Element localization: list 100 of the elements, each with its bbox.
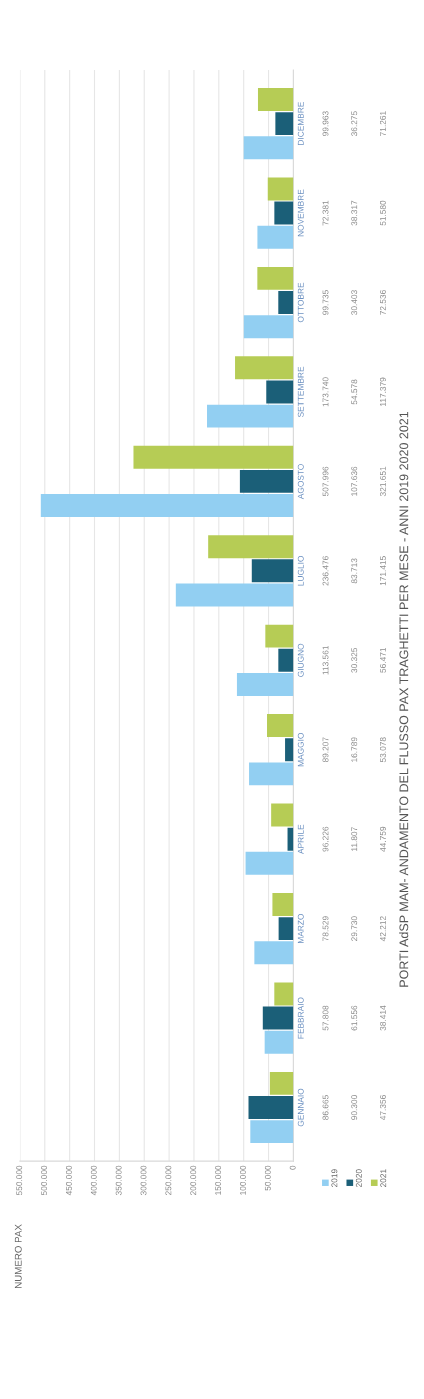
bar bbox=[262, 1006, 294, 1030]
data-label: 38.414 bbox=[379, 1005, 386, 1031]
bar bbox=[264, 1030, 294, 1054]
data-label: 83.713 bbox=[351, 558, 358, 584]
data-label: 78.529 bbox=[322, 916, 329, 941]
y-tick-label: NOVEMBRE bbox=[297, 189, 304, 237]
bar bbox=[254, 941, 294, 965]
y-tick-label: GIUGNO bbox=[297, 643, 304, 677]
bar bbox=[207, 404, 294, 428]
text: NUMERO PAX bbox=[14, 1224, 22, 1288]
bar bbox=[278, 917, 294, 941]
data-label: 72.381 bbox=[322, 200, 329, 226]
bar bbox=[248, 1096, 294, 1119]
bar bbox=[257, 266, 294, 290]
legend-label: 2021 bbox=[380, 1169, 387, 1187]
data-label: 71.261 bbox=[379, 111, 386, 136]
data-label: 236.476 bbox=[322, 556, 329, 586]
x-tick-label: 450.000 bbox=[65, 1165, 72, 1196]
bar bbox=[243, 315, 294, 339]
x-tick-label: 500.000 bbox=[41, 1165, 48, 1196]
data-label: 321.651 bbox=[379, 466, 386, 497]
x-tick-label: 100.000 bbox=[240, 1165, 246, 1195]
bar bbox=[133, 445, 294, 469]
data-label: 30.325 bbox=[351, 647, 358, 673]
bar bbox=[271, 803, 294, 827]
y-tick-label: SETTEMBRE bbox=[297, 366, 304, 418]
x-tick-label: 400.000 bbox=[90, 1165, 97, 1196]
data-label: 113.561 bbox=[322, 645, 329, 675]
x-tick-label: 250.000 bbox=[165, 1165, 172, 1196]
data-label: 173.740 bbox=[322, 377, 329, 407]
text: PORTI AdSP MAM- ANDAMENTO DEL FLUSSO PAX TRAGHETTI PER MESE - ANNI 2019 2020 2021 bbox=[399, 411, 409, 987]
data-label: 53.078 bbox=[379, 737, 386, 763]
y-tick-label: AGOSTO bbox=[297, 464, 304, 500]
bar bbox=[40, 494, 294, 518]
data-label: 42.212 bbox=[379, 916, 386, 942]
data-label: 89.207 bbox=[322, 737, 329, 763]
bar bbox=[239, 469, 294, 493]
data-label: 96.226 bbox=[322, 826, 329, 852]
x-tick-label: 350.000 bbox=[115, 1165, 122, 1196]
y-tick-label: APRILE bbox=[297, 824, 304, 854]
bar bbox=[249, 762, 294, 786]
bar bbox=[236, 672, 294, 696]
bar bbox=[257, 225, 294, 249]
bar bbox=[267, 177, 294, 201]
y-tick-label: MARZO bbox=[297, 913, 304, 943]
y-tick-label: OTTOBRE bbox=[297, 282, 304, 323]
x-tick-label: 150.000 bbox=[215, 1165, 222, 1195]
y-tick-label: LUGLIO bbox=[297, 555, 304, 586]
bar bbox=[235, 356, 294, 380]
bar bbox=[278, 648, 294, 672]
bar bbox=[243, 136, 294, 160]
data-label: 99.735 bbox=[322, 290, 329, 315]
data-label: 11.807 bbox=[351, 827, 358, 851]
bar bbox=[266, 380, 294, 404]
bar bbox=[250, 1120, 294, 1144]
bar bbox=[285, 738, 294, 762]
y-tick-label: GENNAIO bbox=[297, 1088, 304, 1127]
y-tick-label: MAGGIO bbox=[297, 732, 304, 767]
data-label: 90.300 bbox=[351, 1095, 358, 1120]
data-label: 29.730 bbox=[351, 916, 358, 941]
data-label: 30.403 bbox=[351, 290, 358, 315]
data-label: 61.556 bbox=[351, 1005, 358, 1031]
legend-label: 2019 bbox=[331, 1169, 338, 1187]
bar bbox=[245, 851, 294, 875]
y-tick-label: DICEMBRE bbox=[297, 101, 304, 145]
x-tick-label: 200.000 bbox=[190, 1165, 197, 1196]
x-tick-label: 50.000 bbox=[264, 1165, 271, 1191]
data-label: 507.996 bbox=[322, 466, 329, 497]
legend-label: 2020 bbox=[355, 1169, 362, 1187]
bar bbox=[265, 624, 294, 648]
bar bbox=[269, 1071, 294, 1095]
data-label: 54.578 bbox=[351, 379, 358, 405]
bar bbox=[272, 892, 294, 916]
bar bbox=[251, 559, 294, 583]
bar bbox=[278, 291, 294, 314]
data-label: 56.471 bbox=[379, 647, 386, 673]
data-label: 36.275 bbox=[351, 111, 358, 137]
data-label: 38.317 bbox=[351, 200, 358, 226]
data-label: 117.379 bbox=[379, 377, 386, 407]
bar bbox=[274, 201, 294, 225]
data-label: 57.808 bbox=[322, 1005, 329, 1031]
data-label: 107.636 bbox=[351, 466, 358, 496]
data-label: 47.356 bbox=[379, 1095, 386, 1121]
x-tick-label: 300.000 bbox=[140, 1165, 147, 1196]
bar bbox=[257, 88, 294, 111]
bar bbox=[175, 583, 294, 607]
data-label: 51.580 bbox=[379, 200, 386, 226]
data-label: 72.536 bbox=[379, 290, 386, 315]
data-label: 99.963 bbox=[322, 111, 329, 136]
data-label: 44.759 bbox=[379, 826, 386, 852]
bar bbox=[208, 535, 294, 559]
bar bbox=[274, 982, 294, 1006]
data-label: 171.415 bbox=[380, 556, 386, 586]
x-tick-label: 0 bbox=[289, 1165, 296, 1170]
bar bbox=[275, 112, 294, 136]
bar bbox=[267, 714, 294, 738]
y-tick-label: FEBBRAIO bbox=[297, 997, 304, 1039]
data-label: 16.789 bbox=[351, 737, 358, 762]
x-tick-label: 550.000 bbox=[16, 1165, 23, 1196]
data-label: 86.665 bbox=[322, 1095, 329, 1120]
